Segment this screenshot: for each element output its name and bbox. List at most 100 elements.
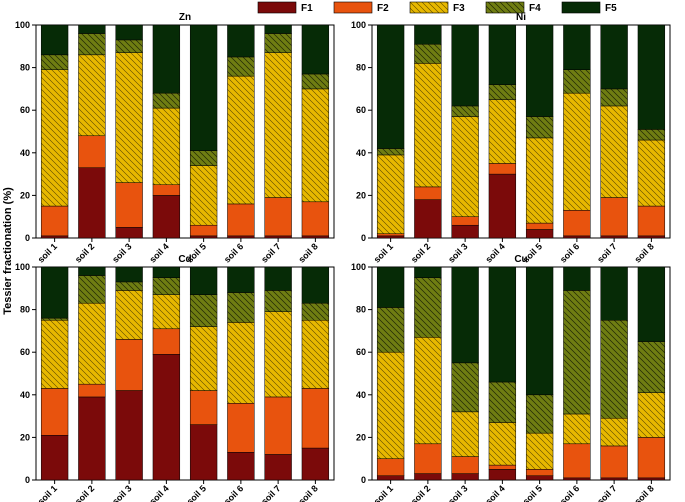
bar-ni-f5-soil-1 <box>376 24 405 149</box>
bar-cu-f5-soil-3 <box>451 266 479 364</box>
bar-cd-f4-soil-6 <box>227 292 255 323</box>
y-tick-label: 0 <box>361 475 366 485</box>
bar-ni-f4-soil-5 <box>525 116 554 139</box>
x-tick-label: soil 2 <box>409 241 432 264</box>
bar-ni-f5-soil-2 <box>414 24 442 45</box>
bar-cd-f2-soil-1 <box>40 388 69 436</box>
x-tick-label: soil 8 <box>296 483 319 502</box>
bar-cd-f5-soil-4 <box>152 266 181 278</box>
y-tick-label: 80 <box>356 63 366 73</box>
bar-cd-f2-soil-6 <box>227 403 255 453</box>
bar-zn-f2-soil-8 <box>301 201 330 237</box>
bar-ni-f2-soil-1 <box>376 233 405 237</box>
bar-ni-f2-soil-6 <box>563 210 591 237</box>
y-axis-title: Tessier fractionation (%) <box>2 187 14 315</box>
bar-ni-f4-soil-3 <box>451 105 479 117</box>
bar-ni-f4-soil-6 <box>563 69 591 94</box>
bar-cd-f3-soil-1 <box>40 320 69 389</box>
bar-zn-f3-soil-5 <box>189 165 218 226</box>
bar-ni-f2-soil-5 <box>525 222 554 230</box>
panel-title-ni: Ni <box>516 12 526 23</box>
bar-cd-f4-soil-7 <box>264 290 292 312</box>
bar-ni-f1-soil-7 <box>600 235 628 239</box>
legend: F1 F2 F3 F4 F5 <box>257 1 617 14</box>
panel-ni: 0 20 40 60 80 100 soil 1 soil 2 soil 3 soil 4 soil… <box>351 12 671 265</box>
bar-zn-f5-soil-5 <box>189 24 218 151</box>
bar-ni-f5-soil-8 <box>637 24 666 130</box>
bar-ni-f4-soil-8 <box>637 129 666 141</box>
bar-zn-f2-soil-2 <box>78 135 106 168</box>
x-tick-label: soil 2 <box>73 483 96 502</box>
legend-swatch-f4 <box>485 1 525 14</box>
x-tick-label: soil 4 <box>147 241 170 264</box>
y-tick-label: 100 <box>351 262 366 272</box>
bar-cd-f3-soil-7 <box>264 311 292 398</box>
bar-ni-f1-soil-8 <box>637 235 666 239</box>
bar-zn-f2-soil-6 <box>227 203 255 237</box>
x-tick-label: soil 6 <box>222 241 245 264</box>
x-tick-label: soil 3 <box>446 483 469 502</box>
bar-zn-f1-soil-1 <box>40 235 69 239</box>
x-tick-label: soil 3 <box>110 483 133 502</box>
bar-ni-f5-soil-3 <box>451 24 479 107</box>
bar-cu-f1-soil-2 <box>414 473 442 481</box>
legend-swatch-f1 <box>257 1 297 14</box>
bar-ni-f3-soil-6 <box>563 92 591 211</box>
x-tick-label: soil 8 <box>632 483 655 502</box>
y-tick-label: 60 <box>20 105 30 115</box>
bar-zn-f3-soil-8 <box>301 88 330 203</box>
y-tick-label: 20 <box>356 190 366 200</box>
bar-zn-f5-soil-2 <box>78 24 106 34</box>
bar-cu-f5-soil-1 <box>376 266 405 308</box>
bar-cd-f1-soil-3 <box>115 390 143 481</box>
bar-cu-f4-soil-1 <box>376 307 405 353</box>
panel-cd: 0 20 40 60 80 100 soil 1 soil 2 soil 3 soil 4 soil… <box>15 254 335 502</box>
bar-cd-f3-soil-3 <box>115 290 143 340</box>
y-tick-label: 0 <box>25 233 30 243</box>
bar-cu-f5-soil-4 <box>488 266 517 383</box>
bar-cd-f1-soil-2 <box>78 396 106 481</box>
panel-title-zn: Zn <box>179 12 191 23</box>
y-tick-label: 80 <box>20 305 30 315</box>
bar-cd-f1-soil-5 <box>189 424 218 481</box>
bar-zn-f5-soil-1 <box>40 24 69 56</box>
bar-zn-f4-soil-1 <box>40 54 69 70</box>
legend-swatch-f3 <box>409 1 449 14</box>
bar-cu-f1-soil-3 <box>451 473 479 481</box>
bar-zn-f2-soil-7 <box>264 197 292 237</box>
bar-ni-f3-soil-2 <box>414 63 442 188</box>
x-tick-label: soil 6 <box>222 483 245 502</box>
bar-cu-f5-soil-5 <box>525 266 554 396</box>
bar-ni-f4-soil-4 <box>488 84 517 100</box>
bar-cd-f4-soil-3 <box>115 281 143 291</box>
bar-ni-f2-soil-8 <box>637 205 666 237</box>
bar-zn-f2-soil-5 <box>189 224 218 237</box>
bar-cu-f2-soil-4 <box>488 464 517 470</box>
y-tick-label: 40 <box>356 390 366 400</box>
y-tick-label: 0 <box>361 233 366 243</box>
bar-zn-f3-soil-7 <box>264 52 292 198</box>
bar-cu-f2-soil-8 <box>637 437 666 479</box>
bar-cu-f1-soil-5 <box>525 475 554 481</box>
bar-cd-f2-soil-3 <box>115 339 143 391</box>
x-tick-label: soil 1 <box>36 483 59 502</box>
legend-label-f3: F3 <box>453 3 465 14</box>
bar-zn-f2-soil-1 <box>40 205 69 237</box>
y-tick-label: 80 <box>356 305 366 315</box>
bar-cu-f2-soil-5 <box>525 469 554 476</box>
bar-zn-f1-soil-7 <box>264 235 292 239</box>
bar-ni-f5-soil-6 <box>563 24 591 70</box>
panel-title-cd: Cd <box>178 254 191 265</box>
y-tick-label: 100 <box>15 20 30 30</box>
bar-cu-f4-soil-4 <box>488 381 517 423</box>
bar-cd-f4-soil-2 <box>78 275 106 304</box>
bar-zn-f3-soil-2 <box>78 54 106 137</box>
legend-swatch-f5 <box>561 1 601 14</box>
legend-label-f1: F1 <box>301 3 313 14</box>
panel-title-cu: Cu <box>514 254 527 265</box>
bar-ni-f1-soil-5 <box>525 229 554 239</box>
bar-cu-f3-soil-8 <box>637 392 666 438</box>
y-tick-label: 40 <box>356 148 366 158</box>
x-tick-label: soil 4 <box>483 241 506 264</box>
x-tick-label: soil 3 <box>446 241 469 264</box>
